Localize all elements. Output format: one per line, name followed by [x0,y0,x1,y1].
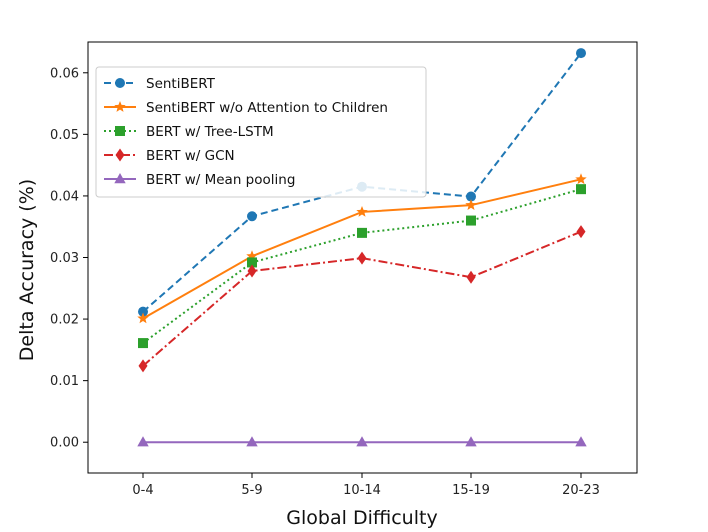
data-point [465,436,477,447]
data-point [247,211,257,222]
y-tick-label: 0.03 [50,251,79,266]
series-line [142,188,582,344]
legend-box [95,66,427,198]
legend-entry: BERT w/ Tree-LSTM [104,124,274,140]
data-point [138,359,148,373]
data-point [247,264,257,278]
data-point [575,173,587,185]
data-point [137,436,149,447]
data-point [246,250,258,262]
data-point [466,270,476,284]
data-point [357,251,367,265]
data-point [466,215,476,226]
legend-marker [115,148,125,162]
legend-marker [115,78,125,88]
y-tick-label: 0.05 [50,128,79,143]
legend-label: BERT w/ Tree-LSTM [146,124,274,140]
data-point [247,257,257,268]
data-point [576,225,586,239]
legend-marker [114,101,126,112]
x-tick-label: 15-19 [452,483,490,498]
data-point [576,184,586,195]
data-point [138,306,148,317]
legend-label: SentiBERT [146,76,216,92]
legend-marker [114,173,126,184]
y-tick-label: 0.02 [50,313,79,328]
y-tick-label: 0.00 [50,436,79,451]
legend-label: BERT w/ GCN [146,148,235,164]
series-3 [138,225,586,373]
series-2 [138,184,586,349]
data-point [465,199,477,211]
data-point [576,48,586,59]
y-tick-label: 0.01 [50,374,79,389]
data-point [356,205,368,217]
legend-entry: BERT w/ GCN [104,148,235,164]
y-tick-label: 0.04 [50,189,79,204]
axes: 0-4 5-9 10-14 15-19 20-23 0.00 0.01 0.02 0.03 0.0… [50,41,638,498]
x-tick-label: 20-23 [562,483,600,498]
data-point [246,436,258,447]
legend: SentiBERT SentiBERT w/o Attention to Chil… [95,66,427,198]
x-tick-label: 5-9 [241,483,262,498]
legend-entry: BERT w/ Mean pooling [104,172,295,188]
plot-frame [87,41,638,474]
legend-entry: SentiBERT [104,76,216,92]
legend-entry: SentiBERT w/o Attention to Children [104,100,388,116]
data-point [138,338,148,349]
data-point [357,227,367,238]
x-tick-label: 10-14 [343,483,381,498]
legend-label: BERT w/ Mean pooling [146,172,295,188]
y-axis-label: Delta Accuracy (%) [16,179,38,361]
data-point [575,436,587,447]
data-point [137,312,149,324]
x-axis-label: Global Difficulty [286,507,437,529]
data-point [356,436,368,447]
series-1 [137,173,587,324]
y-tick-label: 0.06 [50,66,79,81]
series-4 [137,436,587,447]
legend-label: SentiBERT w/o Attention to Children [146,100,388,116]
legend-marker [115,126,125,136]
x-tick-label: 0-4 [132,483,153,498]
data-point [466,191,476,202]
